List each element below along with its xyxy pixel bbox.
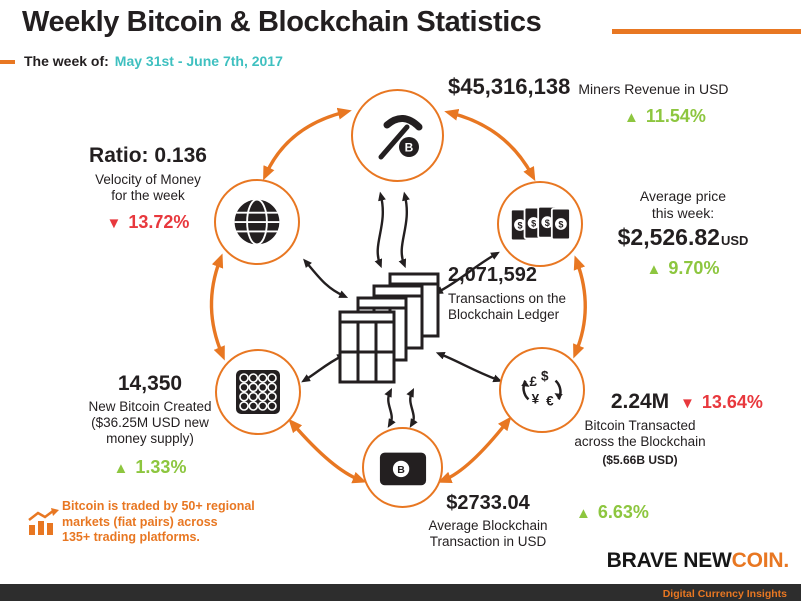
average-transaction-change: ▲ 6.63%: [576, 502, 649, 523]
markets-footnote: Bitcoin is traded by 50+ regional market…: [62, 499, 282, 546]
svg-text:¥: ¥: [532, 392, 540, 407]
week-tick: [0, 60, 15, 64]
miners-revenue-label: Miners Revenue in USD: [578, 81, 729, 97]
brand-name-black: BRAVE NEW: [606, 549, 732, 572]
average-price-label-line1: Average price: [639, 188, 727, 204]
average-price-change: ▲ 9.70%: [588, 258, 778, 279]
velocity-change-value: 13.72%: [128, 212, 190, 232]
bitcoin-created-label-line1: New Bitcoin Created: [88, 399, 212, 414]
exchange-node: £ $ ¥ €: [499, 347, 585, 433]
wallet-node: B: [362, 427, 443, 508]
cash-node: $ $ $ $: [497, 181, 583, 267]
brand-tagline: Digital Currency Insights: [662, 588, 787, 600]
velocity-change: ▼ 13.72%: [42, 212, 254, 233]
footer-bar: Digital Currency Insights: [0, 584, 801, 601]
bitcoin-created-label-line2: ($36.25M USD new: [91, 415, 209, 430]
average-price-label-line2: this week:: [651, 205, 715, 221]
svg-text:£: £: [530, 374, 538, 389]
up-triangle-icon: ▲: [646, 261, 662, 278]
average-transaction-label-line2: Transaction in USD: [429, 534, 547, 549]
markets-footnote-line3: 135+ trading platforms.: [62, 530, 200, 544]
coins-node: [215, 349, 301, 435]
velocity-label-line1: Velocity of Money: [95, 172, 201, 187]
ledger-transactions-label-line1: Transactions on the: [448, 291, 567, 306]
miner-node: B: [351, 89, 444, 182]
average-price-value: $2,526.82: [617, 224, 720, 250]
ledger-transactions-label-line2: Blockchain Ledger: [448, 307, 560, 322]
up-triangle-icon: ▲: [576, 505, 591, 522]
bitcoin-transacted-label-line1: Bitcoin Transacted: [584, 418, 696, 433]
week-of-row: The week of: May 31st - June 7th, 2017: [24, 53, 283, 69]
bitcoin-created-change: ▲ 1.33%: [52, 457, 248, 478]
wallet-icon: B: [379, 452, 426, 485]
average-price-stat: Average price this week: $2,526.82USD ▲ 9…: [588, 188, 778, 279]
bitcoin-created-change-value: 1.33%: [135, 457, 187, 477]
markets-footnote-line2: markets (fiat pairs) across: [62, 514, 218, 529]
brand-name-orange: COIN.: [731, 549, 790, 572]
miners-revenue-change-value: 11.54%: [645, 106, 706, 126]
ledger-transactions-stat: 2,071,592 Transactions on the Blockchain…: [448, 264, 618, 323]
svg-text:$: $: [531, 219, 536, 229]
brand-logo: BRAVE NEWCOIN.: [606, 549, 790, 573]
banknotes-icon: $ $ $ $: [510, 205, 570, 242]
bitcoin-transacted-change-value: 13.64%: [701, 392, 763, 412]
ledger-transactions-value: 2,071,592: [448, 264, 537, 286]
svg-text:$: $: [558, 220, 563, 230]
week-of-value: May 31st - June 7th, 2017: [114, 53, 283, 69]
average-transaction-label-line1: Average Blockchain: [428, 518, 548, 533]
svg-text:B: B: [397, 463, 405, 475]
average-price-value-row: $2,526.82USD: [588, 224, 778, 251]
week-of-label: The week of:: [24, 53, 109, 69]
velocity-label-line2: for the week: [111, 188, 185, 203]
average-transaction-stat: $2733.04 Average Blockchain Transaction …: [398, 492, 578, 550]
page-title: Weekly Bitcoin & Blockchain Statistics: [22, 6, 542, 38]
pickaxe-icon: B: [378, 114, 422, 159]
up-triangle-icon: ▲: [624, 109, 639, 126]
title-rule: [612, 29, 801, 34]
bitcoin-created-value: 14,350: [117, 372, 183, 395]
velocity-stat: Ratio: 0.136 Velocity of Money for the w…: [42, 144, 254, 233]
globe-node: [214, 179, 300, 265]
up-triangle-icon: ▲: [113, 460, 129, 477]
bitcoin-transacted-stat: 2.24M Bitcoin Transacted across the Bloc…: [556, 390, 724, 468]
mini-chart-icon: [26, 508, 60, 538]
bitcoin-transacted-usd-note: ($5.66B USD): [602, 453, 678, 467]
bitcoin-created-stat: 14,350 New Bitcoin Created ($36.25M USD …: [52, 372, 248, 478]
svg-text:$: $: [541, 369, 549, 384]
average-transaction-value: $2733.04: [446, 492, 530, 514]
miners-revenue-stat: $45,316,138 Miners Revenue in USD: [448, 74, 729, 100]
bitcoin-created-label-line3: money supply): [106, 431, 194, 446]
down-triangle-icon: ▼: [680, 395, 695, 412]
bitcoin-transacted-value: 2.24M: [610, 390, 670, 413]
coin-sheet-icon: [236, 370, 280, 414]
bitcoin-transacted-change: ▼ 13.64%: [680, 392, 763, 413]
svg-text:€: €: [546, 394, 554, 409]
svg-text:B: B: [404, 140, 413, 154]
down-triangle-icon: ▼: [106, 215, 122, 232]
velocity-ratio-value: Ratio: 0.136: [89, 144, 207, 167]
svg-text:$: $: [517, 221, 522, 231]
average-price-unit: USD: [720, 233, 749, 248]
average-price-change-value: 9.70%: [668, 258, 720, 278]
average-transaction-change-value: 6.63%: [597, 502, 649, 522]
svg-text:$: $: [545, 218, 550, 228]
globe-icon: [234, 198, 280, 246]
markets-footnote-line1: Bitcoin is traded by 50+ regional: [62, 499, 255, 513]
bitcoin-transacted-label-line2: across the Blockchain: [574, 434, 706, 449]
ledger-icon: [338, 272, 442, 386]
currency-exchange-icon: £ $ ¥ €: [521, 369, 563, 409]
miners-revenue-change: ▲ 11.54%: [624, 106, 706, 127]
miners-revenue-value: $45,316,138: [448, 74, 571, 99]
